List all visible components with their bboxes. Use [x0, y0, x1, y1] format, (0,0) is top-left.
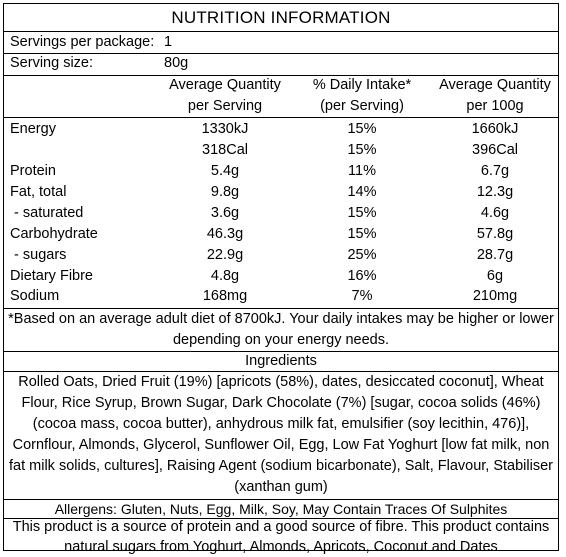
footnote-line: *Based on an average adult diet of 8700k…	[8, 311, 554, 327]
per-100g-value: 6.7g	[480, 163, 510, 179]
per-100g-value: 57.8g	[476, 226, 514, 242]
divider	[4, 518, 558, 519]
divider	[4, 499, 558, 500]
product-claim: This product is a source of protein and …	[8, 517, 554, 557]
per-serving-value: 3.6g	[210, 205, 240, 221]
ingredients-heading: Ingredients	[245, 353, 317, 369]
per-100g-value: 4.6g	[480, 205, 510, 221]
servings-label: Servings per package:	[10, 34, 155, 50]
nutrient-label: Carbohydrate	[10, 226, 98, 242]
ingredients-list: Rolled Oats, Dried Fruit (19%) [apricots…	[8, 372, 554, 498]
nutrient-label: - sugars	[10, 247, 67, 263]
serving-size-value: 80g	[164, 55, 189, 71]
daily-intake-value: 25%	[347, 247, 377, 263]
divider	[4, 75, 558, 76]
nutrient-label: Fat, total	[10, 184, 67, 200]
header-daily-intake-line1: % Daily Intake*	[312, 77, 412, 93]
header-per-100g-line2: per 100g	[466, 98, 524, 114]
allergens-statement: Allergens: Gluten, Nuts, Egg, Milk, Soy,…	[54, 501, 508, 517]
per-100g-value: 210mg	[472, 288, 518, 304]
per-serving-value: 4.8g	[210, 268, 240, 284]
per-100g-value: 12.3g	[476, 184, 514, 200]
per-100g-value: 28.7g	[476, 247, 514, 263]
header-daily-intake-line2: (per Serving)	[320, 98, 404, 114]
servings-value: 1	[164, 34, 173, 50]
daily-intake-value: 15%	[347, 205, 377, 221]
panel-title: NUTRITION INFORMATION	[171, 8, 391, 27]
ingredients-line: Flour, Rice Syrup, Brown Sugar, Dark Cho…	[21, 395, 541, 411]
divider	[4, 371, 558, 372]
per-100g-value: 396Cal	[472, 142, 518, 158]
per-100g-value: 6g	[486, 268, 504, 284]
divider	[4, 31, 558, 32]
serving-size-label: Serving size:	[10, 55, 94, 71]
per-serving-value: 1330kJ	[201, 121, 249, 137]
daily-intake-value: 15%	[347, 142, 377, 158]
per-serving-value: 5.4g	[210, 163, 240, 179]
ingredients-line: (xanthan gum)	[234, 479, 328, 495]
header-per-serving-line1: Average Quantity	[169, 77, 281, 93]
claim-line: This product is a source of protein and …	[12, 519, 550, 535]
footnote-line: depending on your energy needs.	[172, 332, 390, 348]
claim-line: natural sugars from Yoghurt, Almonds, Ap…	[64, 539, 498, 555]
ingredients-line: Cornflour, Almonds, Glycerol, Sunflower …	[12, 437, 550, 453]
daily-intake-value: 11%	[348, 163, 376, 179]
per-100g-value: 1660kJ	[471, 121, 519, 137]
per-serving-value: 22.9g	[206, 247, 244, 263]
header-per-100g-line1: Average Quantity	[439, 77, 551, 93]
divider	[4, 351, 558, 352]
nutrient-label: Dietary Fibre	[10, 268, 93, 284]
divider	[4, 117, 558, 118]
divider	[4, 53, 558, 54]
daily-intake-value: 15%	[347, 226, 377, 242]
daily-intake-value: 14%	[347, 184, 377, 200]
ingredients-line: (cocoa mass, cocoa butter), anhydrous mi…	[32, 416, 530, 432]
ingredients-line: Rolled Oats, Dried Fruit (19%) [apricots…	[18, 374, 544, 390]
divider	[4, 308, 558, 309]
per-serving-value: 9.8g	[210, 184, 240, 200]
nutrient-label: Energy	[10, 121, 56, 137]
per-serving-value: 318Cal	[202, 142, 248, 158]
footnote: *Based on an average adult diet of 8700k…	[8, 309, 554, 351]
daily-intake-value: 15%	[347, 121, 377, 137]
daily-intake-value: 16%	[347, 268, 377, 284]
nutrient-label: - saturated	[10, 205, 84, 221]
nutrient-label: Sodium	[10, 288, 60, 304]
per-serving-value: 168mg	[202, 288, 248, 304]
nutrient-label: Protein	[10, 163, 56, 179]
ingredients-line: fat milk solids, cultures], Raising Agen…	[9, 458, 553, 474]
per-serving-value: 46.3g	[206, 226, 244, 242]
daily-intake-value: 7%	[351, 288, 373, 304]
header-per-serving-line2: per Serving	[187, 98, 263, 114]
nutrition-panel: NUTRITION INFORMATION Servings per packa…	[3, 3, 559, 555]
